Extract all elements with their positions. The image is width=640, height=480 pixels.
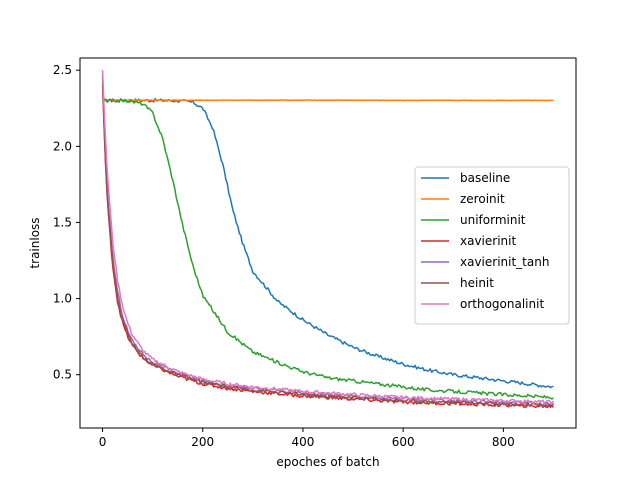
y-tick-label: 2.0 <box>53 139 72 153</box>
y-tick-label: 2.5 <box>53 63 72 77</box>
legend-label-uniforminit: uniforminit <box>460 213 526 227</box>
y-tick-label: 1.5 <box>53 215 72 229</box>
series-line-orthogonalinit <box>101 70 555 405</box>
legend-label-xavierinit_tanh: xavierinit_tanh <box>460 255 549 269</box>
y-tick-label: 1.0 <box>53 292 72 306</box>
legend-label-baseline: baseline <box>460 171 510 185</box>
legend-label-orthogonalinit: orthogonalinit <box>460 297 544 311</box>
plot-frame <box>79 57 577 429</box>
x-axis: 0 200 400 600 800 <box>99 428 515 449</box>
y-axis: 0.5 1.0 1.5 2.0 2.5 <box>53 63 80 382</box>
legend: baseline zeroinit uniforminit xavierinit xav… <box>414 166 570 325</box>
x-axis-label: epoches of batch <box>276 455 379 469</box>
x-tick-label: 0 <box>99 435 107 449</box>
plot-lines <box>101 70 555 409</box>
x-tick-label: 600 <box>392 435 415 449</box>
y-tick-label: 0.5 <box>53 368 72 382</box>
series-line-baseline <box>102 97 554 389</box>
legend-label-zeroinit: zeroinit <box>460 192 505 206</box>
y-axis-label: trainloss <box>28 217 42 268</box>
x-tick-label: 200 <box>191 435 214 449</box>
legend-label-heinit: heinit <box>460 276 494 290</box>
series-line-uniforminit <box>102 98 554 400</box>
x-tick-label: 400 <box>291 435 314 449</box>
x-tick-label: 800 <box>492 435 515 449</box>
legend-box <box>414 166 570 325</box>
legend-label-xavierinit: xavierinit <box>460 234 516 248</box>
series-line-heinit <box>101 77 555 408</box>
